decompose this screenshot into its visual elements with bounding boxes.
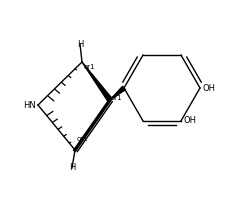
Text: OH: OH (202, 84, 215, 92)
Text: or1: or1 (77, 136, 88, 142)
Polygon shape (109, 86, 125, 100)
Text: OH: OH (183, 116, 196, 125)
Text: HN: HN (23, 101, 36, 109)
Text: H: H (76, 39, 83, 49)
Text: or1: or1 (84, 64, 95, 70)
Text: or1: or1 (111, 95, 122, 101)
Polygon shape (82, 62, 112, 102)
Text: H: H (68, 164, 75, 172)
